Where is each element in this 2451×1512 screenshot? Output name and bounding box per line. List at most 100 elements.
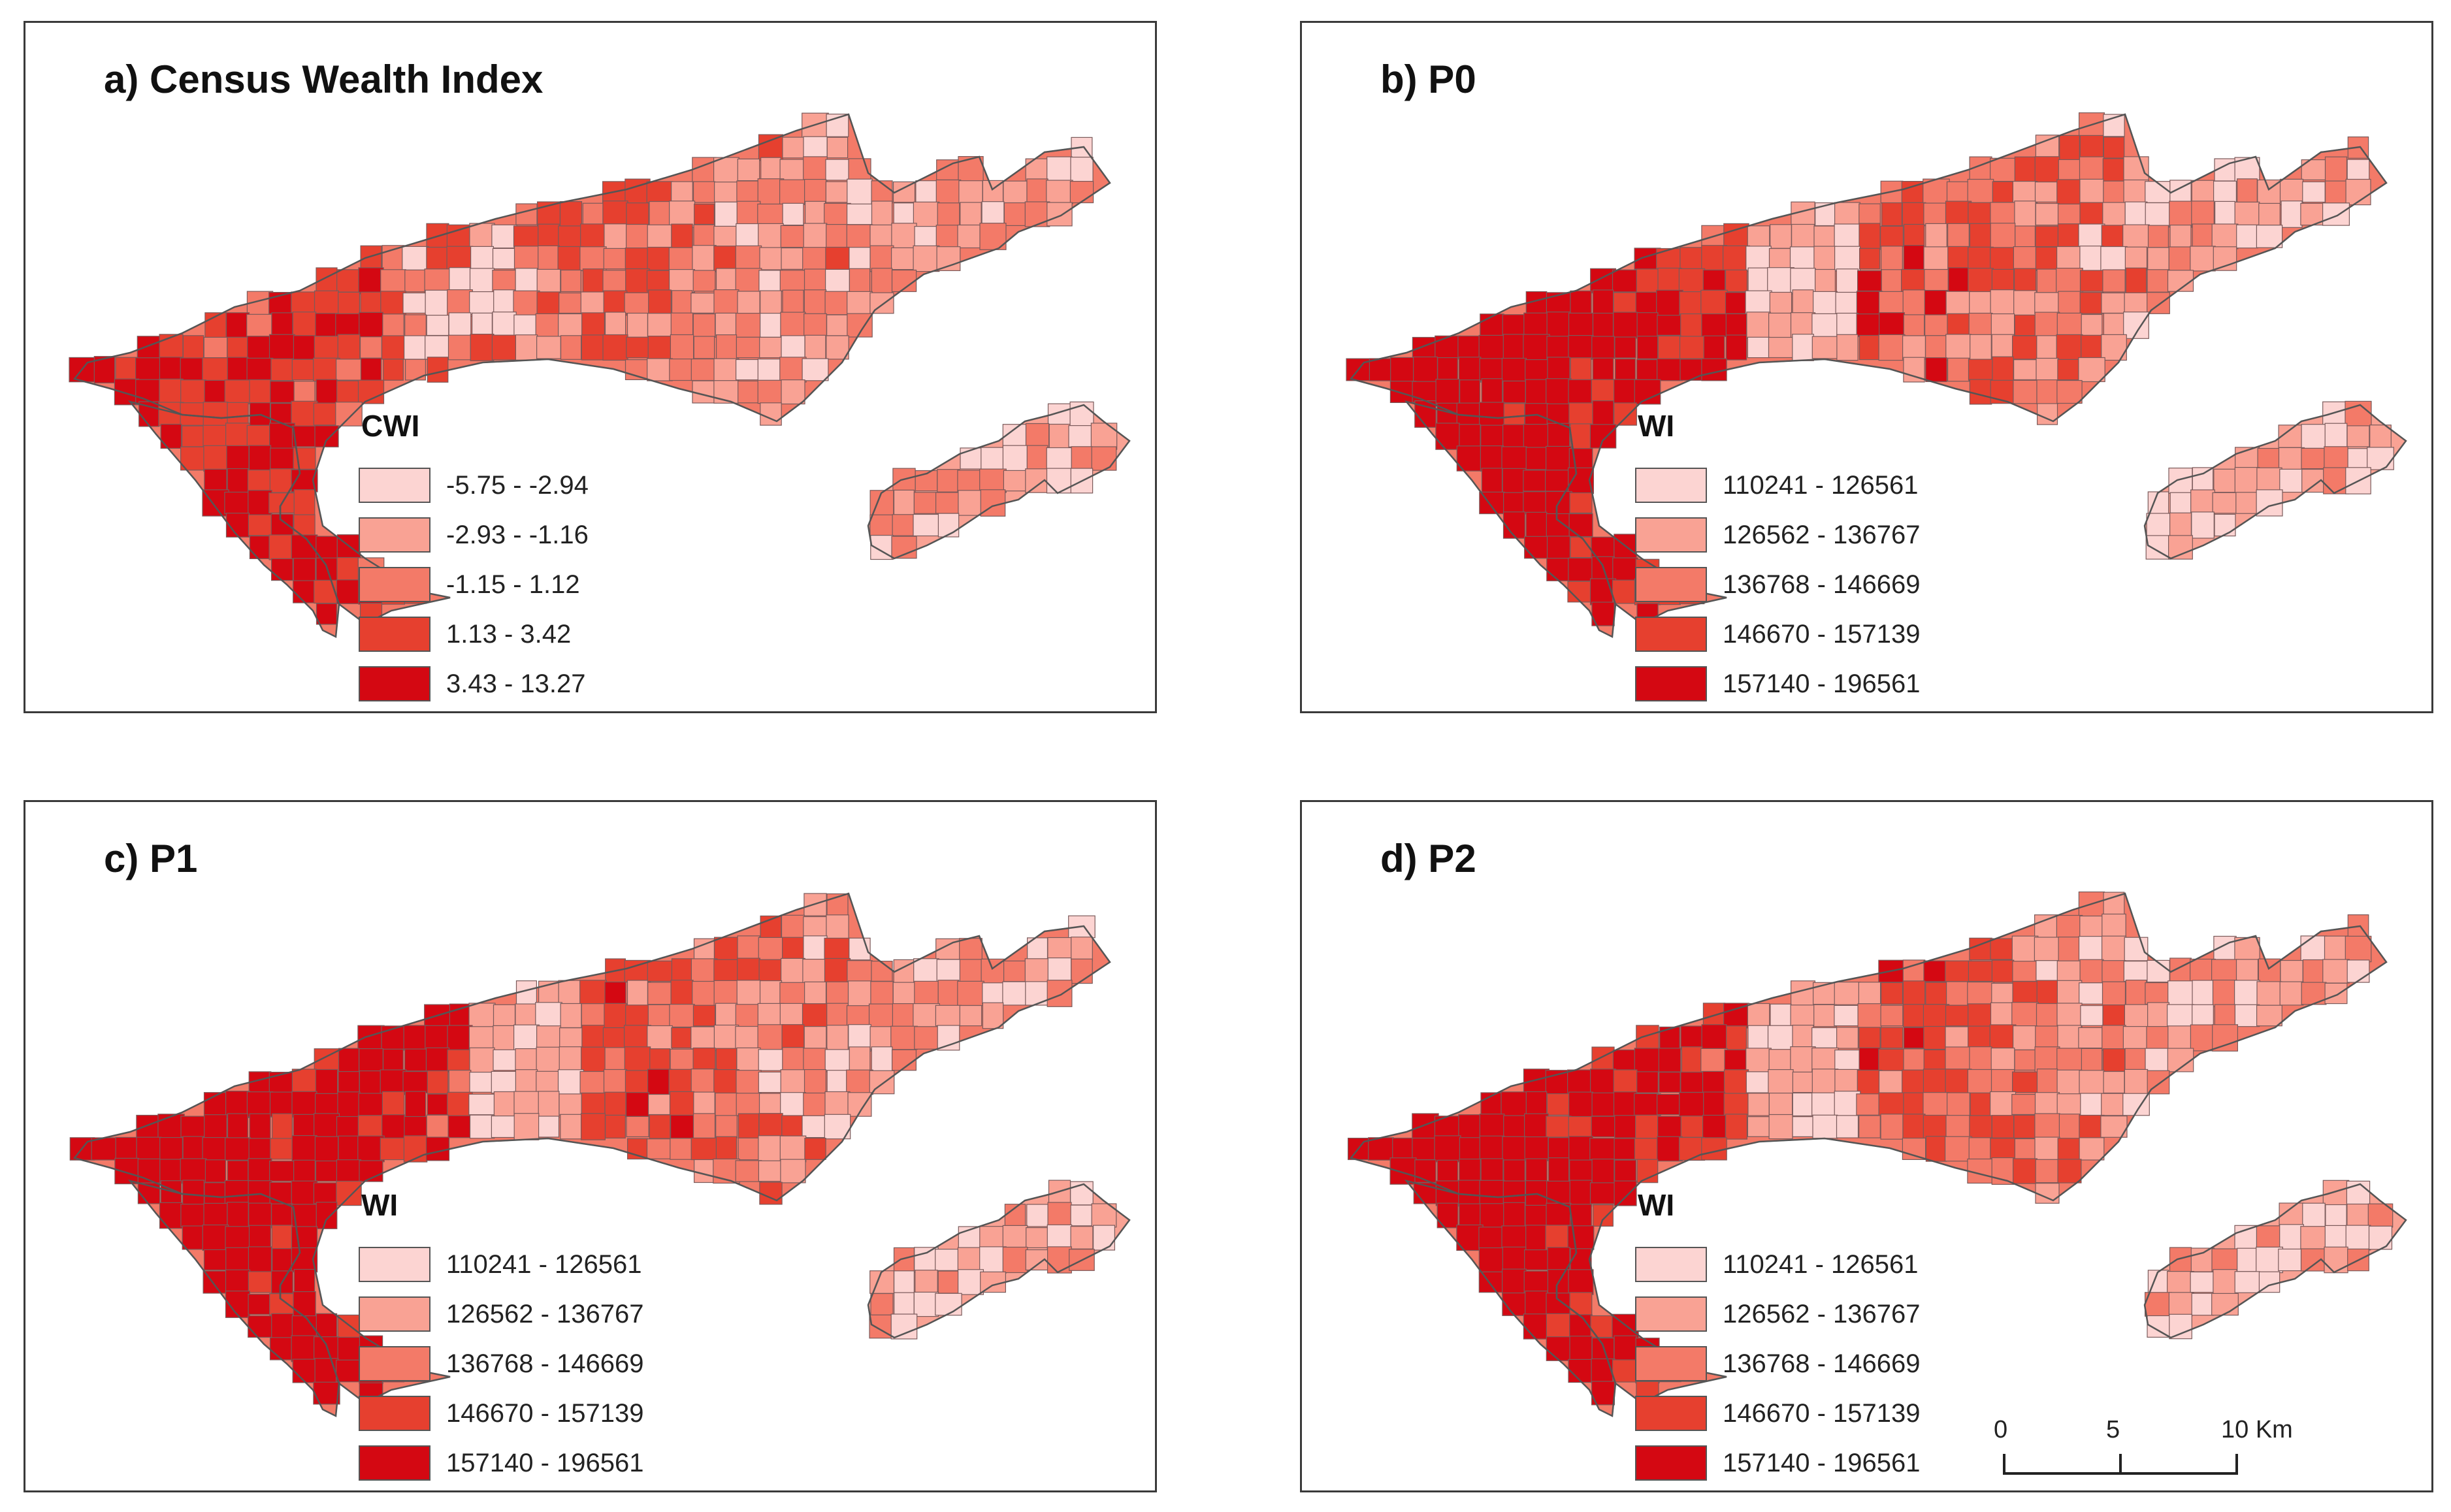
census-tract (847, 291, 873, 315)
census-tract (358, 267, 384, 295)
census-tract (1614, 379, 1637, 405)
census-tract (1613, 312, 1638, 339)
census-tract (1923, 202, 1949, 226)
census-tract (313, 357, 340, 382)
census-tract (1459, 1203, 1481, 1228)
census-tract (359, 1048, 383, 1072)
census-tract (803, 1026, 827, 1050)
census-tract (1069, 181, 1094, 204)
census-tract (2079, 178, 2104, 206)
census-tract (359, 336, 383, 359)
census-tract (1856, 314, 1883, 338)
census-tract (671, 1027, 693, 1049)
census-tract (2013, 290, 2037, 316)
census-tract (1525, 1091, 1548, 1118)
census-tract (2257, 447, 2282, 469)
census-tract (2056, 334, 2083, 361)
census-tract (2124, 246, 2148, 271)
census-tract (226, 445, 250, 472)
census-tract (1768, 336, 1794, 359)
census-tract (1002, 1225, 1028, 1251)
census-tract (1657, 335, 1682, 360)
census-tract (1456, 402, 1484, 426)
census-tract (738, 1137, 760, 1161)
census-tract (1071, 937, 1093, 961)
census-tract (804, 201, 826, 228)
census-tract (336, 1116, 362, 1138)
census-tract (1723, 1093, 1749, 1116)
census-tract (893, 202, 915, 226)
census-tract (758, 937, 784, 961)
census-tract (313, 1182, 340, 1204)
census-tract (2190, 1247, 2215, 1272)
census-tract (581, 1046, 606, 1074)
census-tract (358, 1093, 384, 1116)
census-tract (1547, 423, 1570, 450)
census-tract (1459, 424, 1481, 449)
census-tract (1991, 982, 2015, 1005)
census-tract (1003, 202, 1027, 227)
census-tract (336, 556, 361, 583)
census-tract (359, 312, 384, 339)
census-tract (180, 357, 207, 382)
census-tract (826, 314, 849, 336)
census-tract (159, 378, 184, 406)
legend-item: 110241 - 126561 (1635, 1240, 1921, 1289)
census-tract (759, 247, 783, 270)
census-tract (1071, 958, 1093, 984)
census-tract (1502, 1136, 1527, 1162)
census-tract (336, 1359, 363, 1383)
census-tract (2100, 246, 2128, 272)
census-tract (1859, 1115, 1881, 1138)
census-tract (2234, 1271, 2260, 1293)
census-tract (713, 1024, 739, 1052)
census-tract (847, 960, 873, 982)
census-tract (316, 1202, 338, 1229)
legend-label: 110241 - 126561 (446, 1249, 642, 1279)
census-tract (780, 1069, 806, 1095)
census-tract (603, 248, 628, 270)
census-tract (737, 957, 760, 985)
census-tract (2103, 180, 2125, 204)
census-tract (270, 402, 295, 425)
census-tract (824, 202, 851, 226)
census-tract (1659, 1072, 1681, 1093)
census-tract (847, 178, 873, 206)
census-tract (2237, 178, 2258, 206)
census-tract (826, 1070, 849, 1095)
census-tract (669, 358, 695, 381)
census-tract (757, 203, 785, 225)
census-tract (2079, 135, 2104, 161)
census-tract (469, 223, 495, 250)
census-tract (2256, 981, 2282, 1006)
census-tract (1702, 269, 1726, 293)
census-tract (893, 1247, 915, 1273)
census-tract (2057, 359, 2082, 381)
census-tract (469, 268, 495, 294)
census-tract (604, 1047, 626, 1073)
census-tract (293, 1268, 316, 1296)
census-tract (270, 1138, 295, 1160)
census-tract (227, 468, 249, 494)
choropleth-map (69, 112, 1131, 638)
census-tract (2014, 314, 2036, 336)
census-tract (647, 336, 672, 360)
census-tract (826, 1025, 849, 1052)
census-tract (668, 201, 696, 228)
census-tract (736, 980, 761, 1007)
census-tract (957, 1269, 984, 1295)
census-tract (713, 225, 739, 248)
panel-a: a) Census Wealth Index CWI -5.75 - -2.94… (24, 21, 1157, 713)
census-tract (1004, 1204, 1026, 1227)
census-tract (380, 291, 406, 315)
census-tract (1657, 1116, 1682, 1138)
census-tract (1812, 982, 1838, 1005)
legend-item: 1.13 - 3.42 (359, 609, 589, 659)
census-tract (849, 268, 871, 294)
census-tract (713, 289, 739, 317)
census-tract (1591, 1116, 1615, 1138)
census-tract (2302, 1202, 2326, 1229)
census-tract (1523, 1270, 1550, 1294)
scale-bar: 0 5 10 Km (1994, 1416, 2293, 1488)
census-tract (1656, 1093, 1683, 1116)
